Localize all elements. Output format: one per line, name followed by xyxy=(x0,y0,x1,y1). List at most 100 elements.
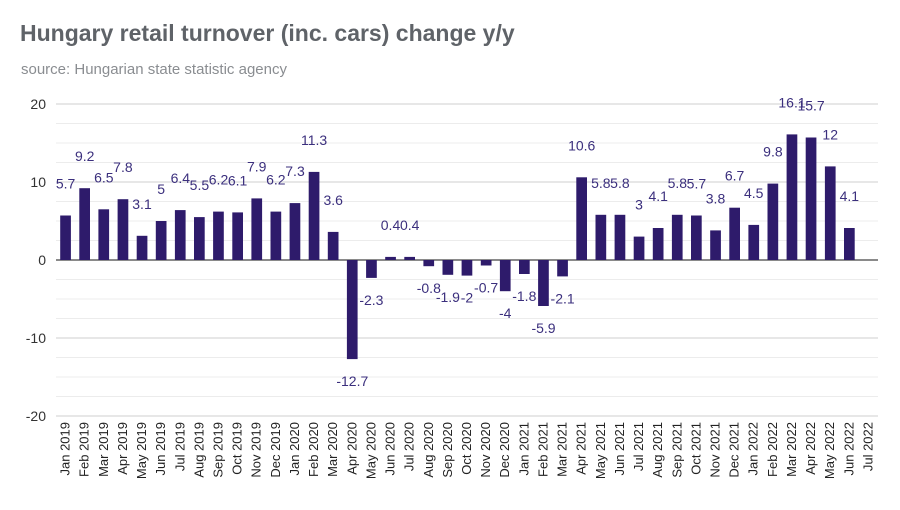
bar xyxy=(423,260,435,267)
data-label: 6.7 xyxy=(725,168,745,184)
data-label: -1.8 xyxy=(512,288,536,304)
x-tick-label: Apr 2019 xyxy=(115,422,130,475)
x-tick-label: Mar 2019 xyxy=(96,422,111,477)
x-tick-label: Jun 2022 xyxy=(841,422,856,476)
x-tick-label: Nov 2020 xyxy=(478,422,493,478)
y-tick-label: -20 xyxy=(26,408,46,424)
bar xyxy=(327,231,339,260)
x-tick-label: Jan 2019 xyxy=(58,422,73,476)
x-tick-label: Jun 2020 xyxy=(383,422,398,476)
data-label: -1.9 xyxy=(436,289,460,305)
x-tick-label: Aug 2021 xyxy=(650,422,665,478)
y-tick-label: 10 xyxy=(30,174,46,190)
bar xyxy=(767,183,779,260)
bar xyxy=(614,214,626,260)
x-tick-label: Apr 2021 xyxy=(574,422,589,475)
data-label: 4.5 xyxy=(744,185,764,201)
x-tick-label: Jan 2020 xyxy=(287,422,302,476)
data-label: 7.9 xyxy=(247,158,267,174)
bar xyxy=(232,212,243,260)
x-tick-label: Feb 2022 xyxy=(765,422,780,477)
data-label: 15.7 xyxy=(797,98,824,114)
bar xyxy=(595,214,607,260)
x-tick-label: May 2021 xyxy=(593,422,608,479)
bar xyxy=(748,224,760,260)
bar xyxy=(79,188,90,260)
x-tick-label: Sep 2021 xyxy=(669,422,684,478)
bar xyxy=(729,207,740,260)
x-tick-label: Jul 2020 xyxy=(402,422,417,471)
y-tick-label: 20 xyxy=(30,96,46,112)
bar xyxy=(844,228,855,260)
x-tick-label: Oct 2021 xyxy=(688,422,703,475)
bar xyxy=(576,177,587,260)
bar xyxy=(442,260,454,275)
data-label: 3 xyxy=(635,197,643,213)
data-label: 7.3 xyxy=(285,163,305,179)
bar xyxy=(691,215,702,260)
data-label: 5.7 xyxy=(687,176,707,192)
x-tick-label: Jun 2021 xyxy=(612,422,627,476)
bar xyxy=(98,209,110,260)
bar xyxy=(385,256,396,260)
x-tick-label: Oct 2020 xyxy=(459,422,474,475)
data-label: 4.1 xyxy=(648,188,668,204)
x-tick-label: Apr 2020 xyxy=(344,422,359,475)
data-label: 5 xyxy=(157,181,165,197)
data-label: 9.8 xyxy=(763,144,783,160)
x-tick-label: Jan 2022 xyxy=(746,422,761,476)
x-tick-label: Jun 2019 xyxy=(153,422,168,476)
x-tick-label: Dec 2020 xyxy=(497,422,512,478)
data-label: -0.7 xyxy=(474,280,498,296)
x-tick-label: Oct 2019 xyxy=(230,422,245,475)
x-tick-label: May 2019 xyxy=(134,422,149,479)
x-tick-label: Dec 2019 xyxy=(268,422,283,478)
chart-title: Hungary retail turnover (inc. cars) chan… xyxy=(20,20,515,46)
data-label: -5.9 xyxy=(531,320,555,336)
bar xyxy=(710,230,721,260)
data-label: 9.2 xyxy=(75,148,95,164)
x-tick-label: Apr 2022 xyxy=(803,422,818,475)
data-label: -2 xyxy=(461,290,474,306)
x-tick-label: Nov 2021 xyxy=(708,422,723,478)
x-tick-label: Feb 2021 xyxy=(536,422,551,477)
y-tick-label: -10 xyxy=(26,330,46,346)
data-label: 0.4 xyxy=(381,217,401,233)
data-label: 6.1 xyxy=(228,172,248,188)
bar xyxy=(308,171,320,260)
x-tick-label: Dec 2021 xyxy=(727,422,742,478)
bar xyxy=(499,260,511,292)
bar xyxy=(155,221,167,260)
bar xyxy=(557,260,568,277)
data-label: -2.1 xyxy=(551,290,575,306)
data-label: 6.4 xyxy=(171,170,191,186)
data-label: 7.8 xyxy=(113,159,133,175)
data-label: 5.8 xyxy=(591,175,611,191)
bar xyxy=(538,260,549,306)
data-label: 10.6 xyxy=(568,137,595,153)
data-label: 12 xyxy=(822,126,838,142)
bar xyxy=(480,260,492,266)
data-label: 3.1 xyxy=(132,196,152,212)
bar xyxy=(117,199,129,260)
bar xyxy=(786,134,798,260)
bar xyxy=(519,260,530,274)
x-tick-label: Jul 2019 xyxy=(172,422,187,471)
y-tick-label: 0 xyxy=(38,252,46,268)
bar xyxy=(805,137,817,260)
x-tick-label: Aug 2020 xyxy=(421,422,436,478)
bar xyxy=(824,166,836,260)
x-tick-label: Nov 2019 xyxy=(249,422,264,478)
x-tick-label: May 2020 xyxy=(363,422,378,479)
data-label: 6.2 xyxy=(209,172,229,188)
bar xyxy=(652,228,664,260)
data-label: -0.8 xyxy=(417,280,441,296)
x-tick-label: May 2022 xyxy=(822,422,837,479)
x-tick-label: Mar 2020 xyxy=(325,422,340,477)
bar xyxy=(289,203,301,260)
x-tick-label: Jul 2021 xyxy=(631,422,646,471)
bar xyxy=(346,260,358,360)
data-label: 5.8 xyxy=(668,175,688,191)
